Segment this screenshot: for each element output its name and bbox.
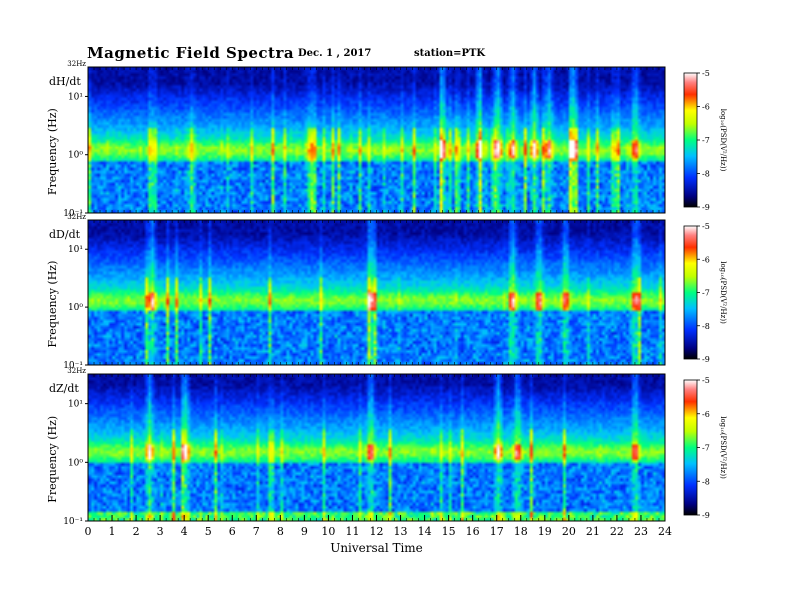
- chart-date: Dec. 1 , 2017: [298, 48, 372, 59]
- x-tick-label: 11: [345, 525, 359, 538]
- colorbar-tick-label: -8: [702, 322, 710, 331]
- y-tick-label: 10⁻¹: [63, 361, 83, 371]
- spectrogram-image: [88, 374, 665, 521]
- y-tick-label: 10⁻¹: [63, 517, 83, 527]
- colorbar-label: log₁₀(PSD(V²/Hz)): [719, 109, 727, 172]
- station-label: station=PTK: [414, 48, 486, 59]
- colorbar-tick-label: -8: [702, 170, 710, 179]
- y-axis-label: Frequency (Hz): [46, 261, 59, 348]
- x-tick-label: 2: [133, 525, 140, 538]
- x-tick-label: 3: [157, 525, 164, 538]
- x-tick-label: 23: [634, 525, 648, 538]
- colorbar-tick-label: -5: [702, 376, 710, 385]
- x-tick-label: 16: [466, 525, 480, 538]
- x-tick-label: 5: [205, 525, 212, 538]
- colorbar-tick-label: -6: [702, 103, 710, 112]
- component-label: dD/dt: [49, 228, 81, 241]
- panel-dD-dt: 10⁻¹ 10⁰ 10¹ 32Hz dD/dt Frequency (Hz) -5 -6 -7 -…: [46, 213, 727, 371]
- colorbar-tick-label: -9: [702, 355, 710, 364]
- y-tick-label: 10⁰: [68, 303, 83, 313]
- x-tick-label: 6: [229, 525, 236, 538]
- x-tick-label: 8: [277, 525, 284, 538]
- y-tick-label: 10⁻¹: [63, 209, 83, 219]
- colorbar-tick-label: -6: [702, 410, 710, 419]
- colorbar-tick-label: -7: [702, 289, 710, 298]
- panel-dH-dt: 10⁻¹ 10⁰ 10¹ 32Hz dH/dt Frequency (Hz) -5 -6 -7 -…: [46, 60, 727, 219]
- colorbar-label: log₁₀(PSD(V²/Hz)): [719, 261, 727, 324]
- top-frequency-label: 32Hz: [67, 367, 86, 375]
- y-tick-label: 10¹: [68, 245, 83, 255]
- colorbar: [683, 72, 698, 208]
- x-tick-label: 0: [85, 525, 92, 538]
- y-tick-label: 10¹: [68, 92, 83, 102]
- x-tick-label: 22: [610, 525, 624, 538]
- colorbar-tick-label: -5: [702, 69, 710, 78]
- x-tick-label: 20: [562, 525, 576, 538]
- y-tick-label: 10¹: [68, 400, 83, 410]
- colorbar-label: log₁₀(PSD(V²/Hz)): [719, 416, 727, 479]
- top-frequency-label: 32Hz: [67, 60, 86, 68]
- x-tick-label: 4: [181, 525, 188, 538]
- colorbar-tick-label: -6: [702, 255, 710, 264]
- colorbar: [683, 225, 698, 360]
- y-axis-label: Frequency (Hz): [46, 108, 59, 195]
- y-tick-label: 10⁰: [68, 458, 83, 468]
- x-tick-label: 13: [394, 525, 408, 538]
- y-tick-label: 10⁰: [68, 151, 83, 161]
- x-tick-label: 21: [586, 525, 600, 538]
- y-axis-label: Frequency (Hz): [46, 416, 59, 503]
- x-tick-label: 14: [418, 525, 432, 538]
- colorbar-tick-label: -5: [702, 222, 710, 231]
- colorbar: [683, 379, 698, 516]
- x-tick-label: 18: [514, 525, 528, 538]
- x-tick-label: 17: [490, 525, 504, 538]
- component-label: dZ/dt: [49, 382, 79, 395]
- spectrogram-image: [88, 67, 665, 213]
- x-tick-label: 15: [442, 525, 456, 538]
- x-tick-label: 24: [658, 525, 672, 538]
- colorbar-tick-label: -9: [702, 203, 710, 212]
- chart-title: Magnetic Field Spectra: [87, 44, 295, 62]
- colorbar-tick-label: -7: [702, 136, 710, 145]
- x-tick-label: 1: [109, 525, 116, 538]
- spectrogram-image: [88, 220, 665, 365]
- x-tick-label: 9: [301, 525, 308, 538]
- x-tick-label: 12: [370, 525, 384, 538]
- x-tick-label: 7: [253, 525, 260, 538]
- colorbar-tick-label: -7: [702, 444, 710, 453]
- colorbar-tick-label: -8: [702, 477, 710, 486]
- component-label: dH/dt: [49, 75, 81, 88]
- x-axis-label: Universal Time: [330, 541, 423, 555]
- x-tick-label: 19: [538, 525, 552, 538]
- panel-dZ-dt: 10⁻¹ 10⁰ 10¹ 32Hz dZ/dt Frequency (Hz) -5 -6 -7 -…: [46, 367, 727, 527]
- colorbar-tick-label: -9: [702, 511, 710, 520]
- top-frequency-label: 32Hz: [67, 213, 86, 221]
- x-tick-label: 10: [321, 525, 335, 538]
